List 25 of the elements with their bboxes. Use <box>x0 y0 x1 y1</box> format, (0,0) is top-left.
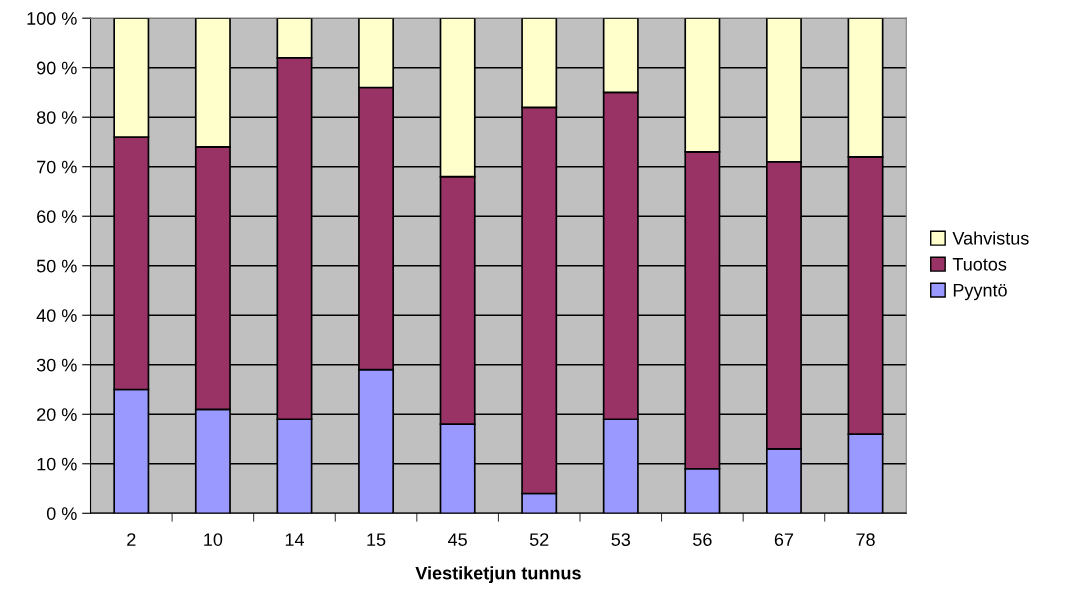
y-tick-label: 90 % <box>37 61 77 75</box>
y-tick-label: 0 % <box>46 507 77 520</box>
legend-label: Tuotos <box>952 258 1007 271</box>
y-tick-label: 20 % <box>37 408 77 421</box>
x-axis-title: Viestiketjun tunnus <box>415 566 581 584</box>
y-tick-label: 40 % <box>36 309 77 322</box>
x-tick-label: 15 <box>367 533 386 546</box>
y-tick-label: 60 % <box>37 210 77 223</box>
y-tick-label: 70 % <box>37 160 77 174</box>
x-tick-label: 67 <box>774 533 794 546</box>
y-tick-label: 50 % <box>36 259 77 273</box>
y-tick-label: 80 % <box>36 111 77 124</box>
legend-label: Vahvistus <box>952 231 1029 245</box>
y-tick-label: 10 % <box>37 457 77 471</box>
x-tick-label: 53 <box>611 533 631 546</box>
x-tick-label: 56 <box>693 533 712 546</box>
x-tick-label: 52 <box>529 533 549 546</box>
y-tick-label: 30 % <box>36 358 77 372</box>
x-tick-label: 10 <box>204 533 223 546</box>
x-tick-label: 78 <box>856 533 875 546</box>
x-tick-label: 45 <box>448 533 467 546</box>
legend-label: Pyyntö <box>953 283 1007 301</box>
x-tick-label: 2 <box>127 533 136 546</box>
x-tick-label: 14 <box>285 533 304 546</box>
y-tick-label: 100 % <box>27 12 77 25</box>
